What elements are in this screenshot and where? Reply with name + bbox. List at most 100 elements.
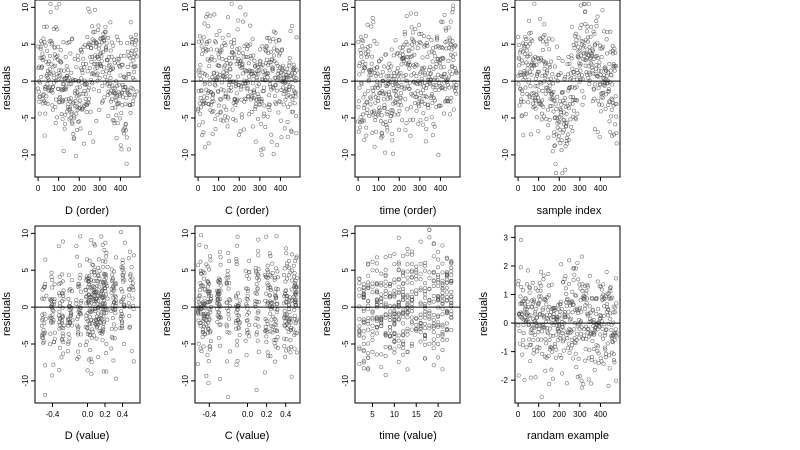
data-point xyxy=(588,316,593,321)
data-point xyxy=(392,330,397,335)
data-point xyxy=(106,114,111,119)
data-point xyxy=(568,71,573,76)
data-point xyxy=(80,70,85,75)
data-point xyxy=(210,75,215,80)
data-point xyxy=(364,100,369,105)
data-point xyxy=(216,335,221,340)
data-point xyxy=(601,313,606,318)
data-point xyxy=(440,270,445,275)
data-point xyxy=(253,104,258,109)
data-point xyxy=(90,295,95,300)
data-point xyxy=(432,83,437,88)
data-point xyxy=(221,88,226,93)
data-point xyxy=(67,40,72,45)
data-point xyxy=(97,107,102,112)
data-point xyxy=(431,324,436,329)
y-tick-label: -10 xyxy=(181,375,190,387)
data-point xyxy=(213,83,218,88)
data-point xyxy=(561,337,566,342)
data-point xyxy=(257,47,262,52)
data-point xyxy=(572,74,577,79)
data-point xyxy=(282,294,287,299)
data-point xyxy=(274,328,279,333)
data-point xyxy=(57,99,62,104)
data-point xyxy=(401,286,406,291)
data-point xyxy=(547,62,552,67)
data-point xyxy=(520,113,525,118)
data-point xyxy=(557,127,562,132)
data-point xyxy=(120,83,125,88)
data-point xyxy=(208,307,213,312)
data-point xyxy=(387,253,392,258)
data-point xyxy=(255,338,260,343)
data-point xyxy=(422,312,427,317)
data-point xyxy=(281,102,286,107)
data-point xyxy=(39,74,44,79)
data-point xyxy=(525,268,530,273)
data-point xyxy=(540,48,545,53)
y-tick-label: 2 xyxy=(504,262,509,271)
data-point xyxy=(597,60,602,65)
data-point xyxy=(611,352,616,357)
data-point xyxy=(370,54,375,59)
data-point xyxy=(396,285,401,290)
data-point xyxy=(223,43,228,48)
data-point xyxy=(289,109,294,114)
data-point xyxy=(602,83,607,88)
data-point xyxy=(576,277,581,282)
data-point xyxy=(431,346,436,351)
data-point xyxy=(120,257,125,262)
data-point xyxy=(607,286,612,291)
data-point xyxy=(554,332,559,337)
data-point xyxy=(409,262,414,267)
data-point xyxy=(422,263,427,268)
data-point xyxy=(573,340,578,345)
data-point xyxy=(243,54,248,59)
data-point xyxy=(585,313,590,318)
data-point xyxy=(547,117,552,122)
data-point xyxy=(287,84,292,89)
data-point xyxy=(549,310,554,315)
data-point xyxy=(405,301,410,306)
data-point xyxy=(119,230,124,235)
data-point xyxy=(613,94,618,99)
data-point xyxy=(75,349,80,354)
data-point xyxy=(361,348,366,353)
data-point xyxy=(392,339,397,344)
data-point xyxy=(559,148,564,153)
data-point xyxy=(374,281,379,286)
data-point xyxy=(269,132,274,137)
data-point xyxy=(392,293,397,298)
data-point xyxy=(57,345,62,350)
data-point xyxy=(383,333,388,338)
data-point xyxy=(76,57,81,62)
data-point xyxy=(408,105,413,110)
data-point xyxy=(388,73,393,78)
data-point xyxy=(422,281,427,286)
data-point xyxy=(550,37,555,42)
data-point xyxy=(400,44,405,49)
data-point xyxy=(608,316,613,321)
data-point xyxy=(41,55,46,60)
data-point xyxy=(236,18,241,23)
y-tick-label: -5 xyxy=(181,340,190,348)
data-point xyxy=(271,66,276,71)
data-point xyxy=(526,100,531,105)
data-point xyxy=(246,330,251,335)
data-point xyxy=(127,313,132,318)
data-point xyxy=(38,46,43,51)
data-point xyxy=(228,61,233,66)
data-point xyxy=(48,341,53,346)
data-point xyxy=(127,92,132,97)
data-point xyxy=(599,287,604,292)
data-point xyxy=(79,50,84,55)
data-point xyxy=(275,287,280,292)
data-point xyxy=(444,295,449,300)
data-point xyxy=(197,34,202,39)
data-point xyxy=(450,39,455,44)
data-point xyxy=(573,33,578,38)
data-point xyxy=(447,69,452,74)
data-point xyxy=(279,65,284,70)
